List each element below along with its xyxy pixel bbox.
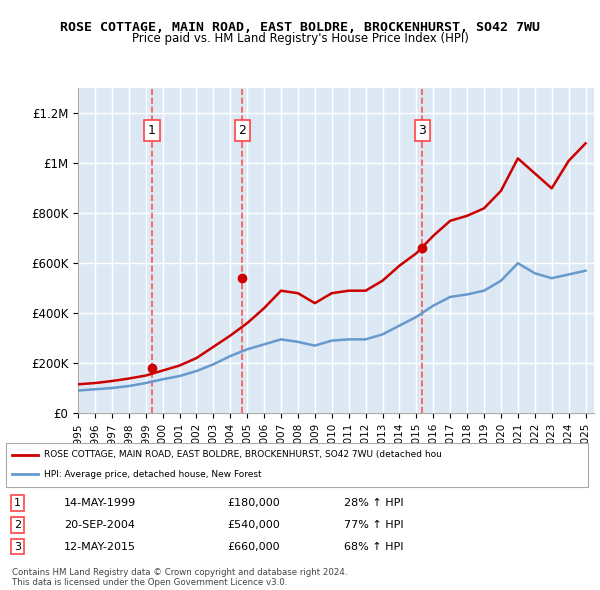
Text: ROSE COTTAGE, MAIN ROAD, EAST BOLDRE, BROCKENHURST, SO42 7WU: ROSE COTTAGE, MAIN ROAD, EAST BOLDRE, BR… <box>60 21 540 34</box>
Text: 1: 1 <box>14 499 21 508</box>
Text: 2: 2 <box>14 520 21 530</box>
Text: HPI: Average price, detached house, New Forest: HPI: Average price, detached house, New … <box>44 470 262 479</box>
Text: Contains HM Land Registry data © Crown copyright and database right 2024.
This d: Contains HM Land Registry data © Crown c… <box>12 568 347 587</box>
Text: 12-MAY-2015: 12-MAY-2015 <box>64 542 136 552</box>
Text: £660,000: £660,000 <box>227 542 280 552</box>
Text: £540,000: £540,000 <box>227 520 280 530</box>
Text: 77% ↑ HPI: 77% ↑ HPI <box>344 520 403 530</box>
Text: £180,000: £180,000 <box>227 499 280 508</box>
Text: 20-SEP-2004: 20-SEP-2004 <box>64 520 135 530</box>
Text: ROSE COTTAGE, MAIN ROAD, EAST BOLDRE, BROCKENHURST, SO42 7WU (detached hou: ROSE COTTAGE, MAIN ROAD, EAST BOLDRE, BR… <box>44 450 442 460</box>
Text: Price paid vs. HM Land Registry's House Price Index (HPI): Price paid vs. HM Land Registry's House … <box>131 32 469 45</box>
Text: 14-MAY-1999: 14-MAY-1999 <box>64 499 136 508</box>
Text: 68% ↑ HPI: 68% ↑ HPI <box>344 542 403 552</box>
Text: 2: 2 <box>239 124 247 137</box>
Text: 28% ↑ HPI: 28% ↑ HPI <box>344 499 403 508</box>
Text: 3: 3 <box>14 542 21 552</box>
Text: 3: 3 <box>419 124 427 137</box>
Text: 1: 1 <box>148 124 156 137</box>
